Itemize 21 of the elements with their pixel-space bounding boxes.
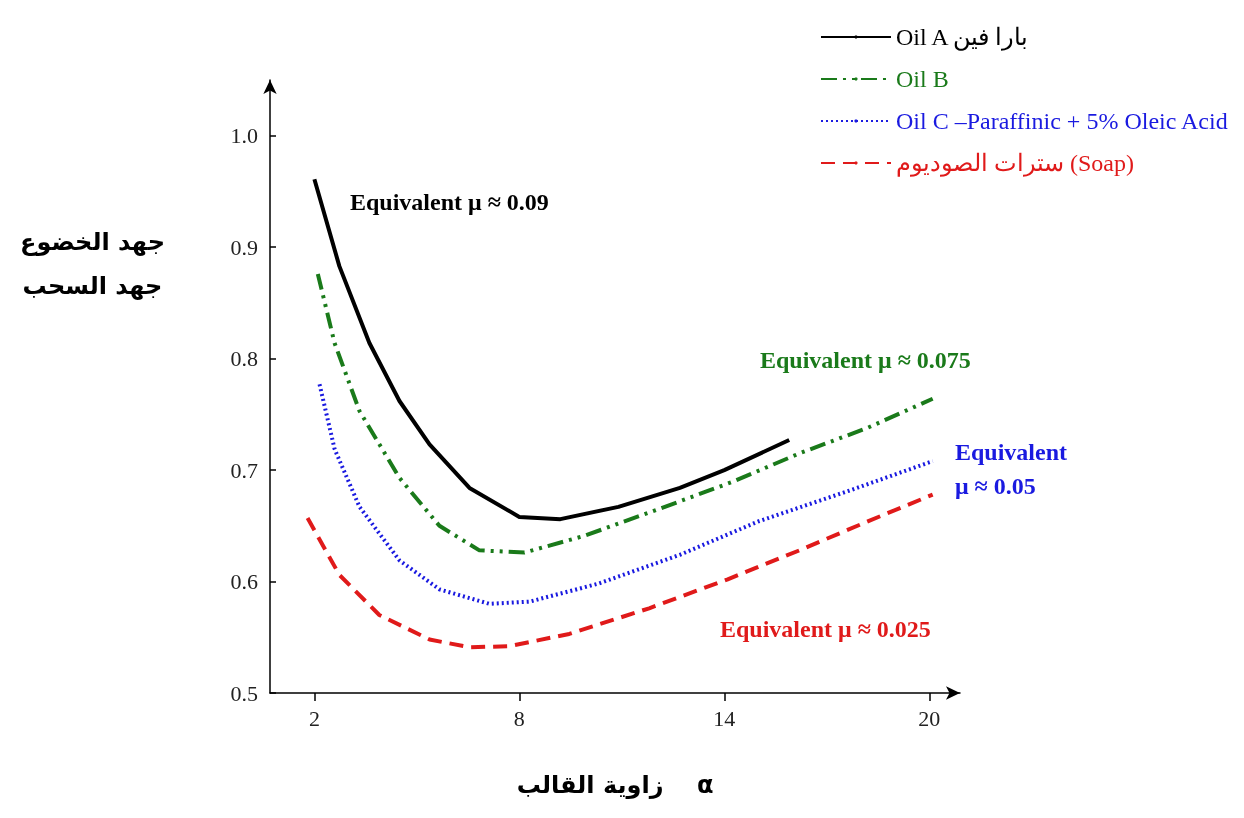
line-series [305,492,935,650]
x-axis-title: زاوية القالب α [516,771,714,799]
y-tick-label: 0.9 [230,234,258,260]
legend-label: Oil A بارا فين [895,24,1029,51]
legend-label: سترات الصوديوم (Soap) [895,150,1134,177]
annotation: Equivalent μ ≈ 0.05 [955,439,1068,499]
y-axis-title: جهد الخضوع جهد السحب [20,228,165,300]
y-tick-label: 0.6 [230,569,258,595]
y-tick-label: 0.8 [230,346,258,372]
y-tick-label: 1.0 [230,123,258,149]
x-tick-label: 20 [918,705,941,731]
legend-label: Oil C –Paraffinic + 5% Oleic Acid [895,108,1228,134]
annotation: Equivalent μ ≈ 0.025 [720,616,931,642]
annotation: Equivalent μ ≈ 0.075 [760,347,971,373]
x-tick-label: 8 [513,705,525,731]
y-tick-label: 0.5 [230,680,258,706]
x-tick-label: 2 [308,705,320,731]
legend-label: Oil B [895,66,949,92]
x-tick-label: 14 [713,705,736,731]
y-tick-label: 0.7 [230,457,258,483]
annotation: Equivalent μ ≈ 0.09 [350,189,549,215]
